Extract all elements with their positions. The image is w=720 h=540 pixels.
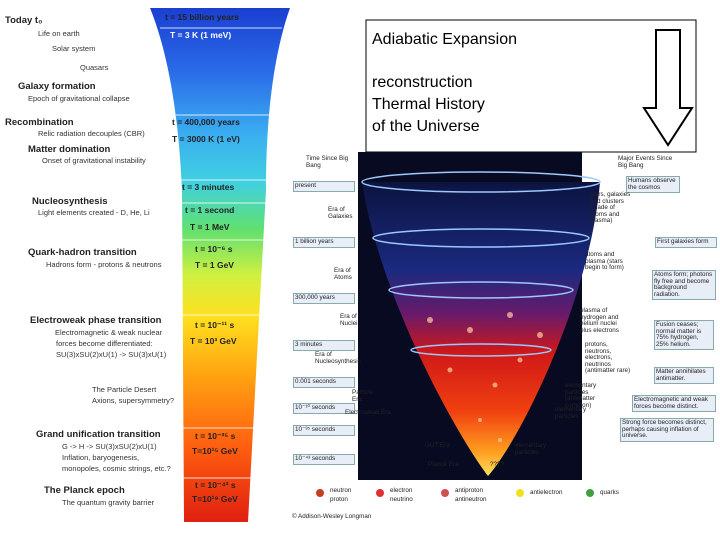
epoch-detail: Hadrons form - protons & neutrons (46, 260, 162, 269)
description: elementary particles (antimatter common) (565, 382, 597, 409)
event-label: Strong force becomes distinct, perhaps c… (620, 418, 714, 442)
funnel-label: T = 3 K (1 meV) (170, 30, 232, 40)
epoch-title: The Planck epoch (44, 485, 125, 496)
legend-label: antineutron (455, 496, 487, 503)
era-label: ???? (490, 461, 505, 468)
epoch-detail: Relic radiation decouples (CBR) (38, 129, 145, 138)
title-text: of the Universe (372, 118, 480, 135)
epoch-title: Galaxy formation (18, 81, 96, 92)
title-box (365, 19, 697, 153)
legend-label: neutron (330, 487, 352, 494)
funnel-label: t = 3 minutes (182, 182, 235, 192)
description: stars, galaxies and clusters (made of at… (590, 191, 631, 225)
down-arrow (642, 29, 694, 147)
description: protons, neutrons, electrons, neutrinos … (585, 341, 631, 375)
description: atoms and plasma (stars begin to form) (585, 251, 624, 272)
epoch-detail: Axions, supersymmetry? (92, 396, 175, 405)
funnel-dividers (160, 27, 282, 479)
epoch-title: Electroweak phase transition (30, 315, 162, 326)
funnel (150, 8, 290, 522)
description: plasma of hydrogen and helium nuclei plu… (580, 307, 619, 334)
epoch-title: Quark-hadron transition (28, 247, 137, 258)
epoch-detail: Electromagnetic & weak nuclear (55, 328, 163, 337)
funnel-label: t = 400,000 years (172, 117, 240, 127)
era-label: Era of Nucleosynthesis (315, 351, 361, 365)
funnel-label: t = 10⁻¹¹ s (195, 320, 235, 330)
funnel-label: T=10¹⁹ GeV (192, 494, 238, 504)
time-label: 1 billion years (293, 237, 355, 248)
epoch-title: The Particle Desert (92, 385, 157, 394)
funnel-label: t = 10⁻⁴³ s (195, 480, 236, 490)
time-label: 300,000 years (293, 293, 355, 304)
cosmic-cone (362, 182, 600, 476)
epoch-title: Nucleosynthesis (32, 196, 108, 207)
time-label: 0.001 seconds (293, 377, 355, 388)
funnel-label: T = 1 GeV (195, 260, 234, 270)
epoch-title: Today t₀ (5, 15, 43, 26)
era-label: Particle Era (352, 389, 373, 403)
event-label: Atoms form; photons fly free and become … (652, 270, 716, 301)
era-label: Electroweak Era (345, 409, 391, 416)
era-label: GUT Era (425, 442, 450, 449)
title-text: reconstruction (372, 74, 473, 91)
time-label: 10⁻¹⁰ seconds (293, 403, 355, 414)
event-label: Matter annihilates antimatter. (654, 367, 714, 385)
epoch-title: Recombination (5, 117, 74, 128)
legend-swatches (316, 489, 594, 497)
event-label: First galaxies form (655, 237, 717, 248)
funnel-label: T = 3000 K (1 eV) (172, 134, 240, 144)
era-label: Planck Era (428, 461, 459, 468)
legend-label: proton (330, 496, 348, 503)
era-label: Era of Galaxies (328, 206, 353, 220)
time-label: 10⁻³⁵ seconds (293, 425, 355, 436)
funnel-label: T = 1 MeV (190, 222, 230, 232)
funnel-label: t = 1 second (185, 205, 235, 215)
event-label: Electromagnetic and weak forces become d… (632, 395, 716, 413)
epoch-title: Grand unification transition (36, 429, 161, 440)
time-label: present (293, 181, 355, 192)
credit: © Addison-Wesley Longman (292, 513, 372, 520)
epoch-detail: SU(3)xSU(2)xU(1) -> SU(3)xU(1) (56, 350, 167, 359)
epoch-detail: Onset of gravitational instability (42, 156, 146, 165)
era-label: Era of Atoms (334, 267, 352, 281)
title-text: Adiabatic Expansion (372, 31, 517, 48)
funnel-label: t = 10⁻³⁵ s (195, 431, 236, 441)
epoch-detail: monopoles, cosmic strings, etc.? (62, 464, 171, 473)
epoch-detail: Life on earth (38, 29, 80, 38)
funnel-label: T=10¹⁵ GeV (192, 446, 238, 456)
epoch-detail: Inflation, baryogenesis, (62, 453, 140, 462)
description: elementary particles (515, 442, 547, 456)
event-label: Fusion ceases; normal matter is 75% hydr… (654, 320, 714, 351)
particles (427, 312, 543, 442)
funnel-label: t = 10⁻⁶ s (195, 244, 233, 254)
description: elementary particles (555, 406, 587, 420)
funnel-label: t = 15 billion years (165, 12, 239, 22)
epoch-detail: Solar system (52, 44, 96, 53)
epoch-detail: Epoch of gravitational collapse (28, 94, 130, 103)
epoch-detail: Light elements created - D, He, Li (38, 208, 150, 217)
title-text: Thermal History (372, 96, 485, 113)
era-label: Era of Nuclei (340, 313, 358, 327)
epoch-detail: forces become differentiated: (56, 339, 153, 348)
funnel-label: T = 10³ GeV (190, 336, 237, 346)
epoch-title: Matter domination (28, 144, 111, 155)
epoch-detail: The quantum gravity barrier (62, 498, 155, 507)
legend-label: antiproton (455, 487, 484, 494)
era-rings (361, 171, 601, 357)
time-label: 3 minutes (293, 340, 355, 351)
events-header: Major Events Since Big Bang (618, 155, 673, 169)
time-label: 10⁻⁴³ seconds (293, 454, 355, 465)
legend-label: quarks (600, 489, 619, 496)
epoch-detail: G -> H -> SU(3)xSU(2)xU(1) (62, 442, 157, 451)
legend-label: electron (390, 487, 413, 494)
legend-label: neutrino (390, 496, 413, 503)
event-label: Humans observe the cosmos (626, 176, 680, 194)
epoch-detail: Quasars (80, 63, 109, 72)
time-header: Time Since Big Bang (306, 155, 349, 169)
legend-label: antielectron (530, 489, 563, 496)
